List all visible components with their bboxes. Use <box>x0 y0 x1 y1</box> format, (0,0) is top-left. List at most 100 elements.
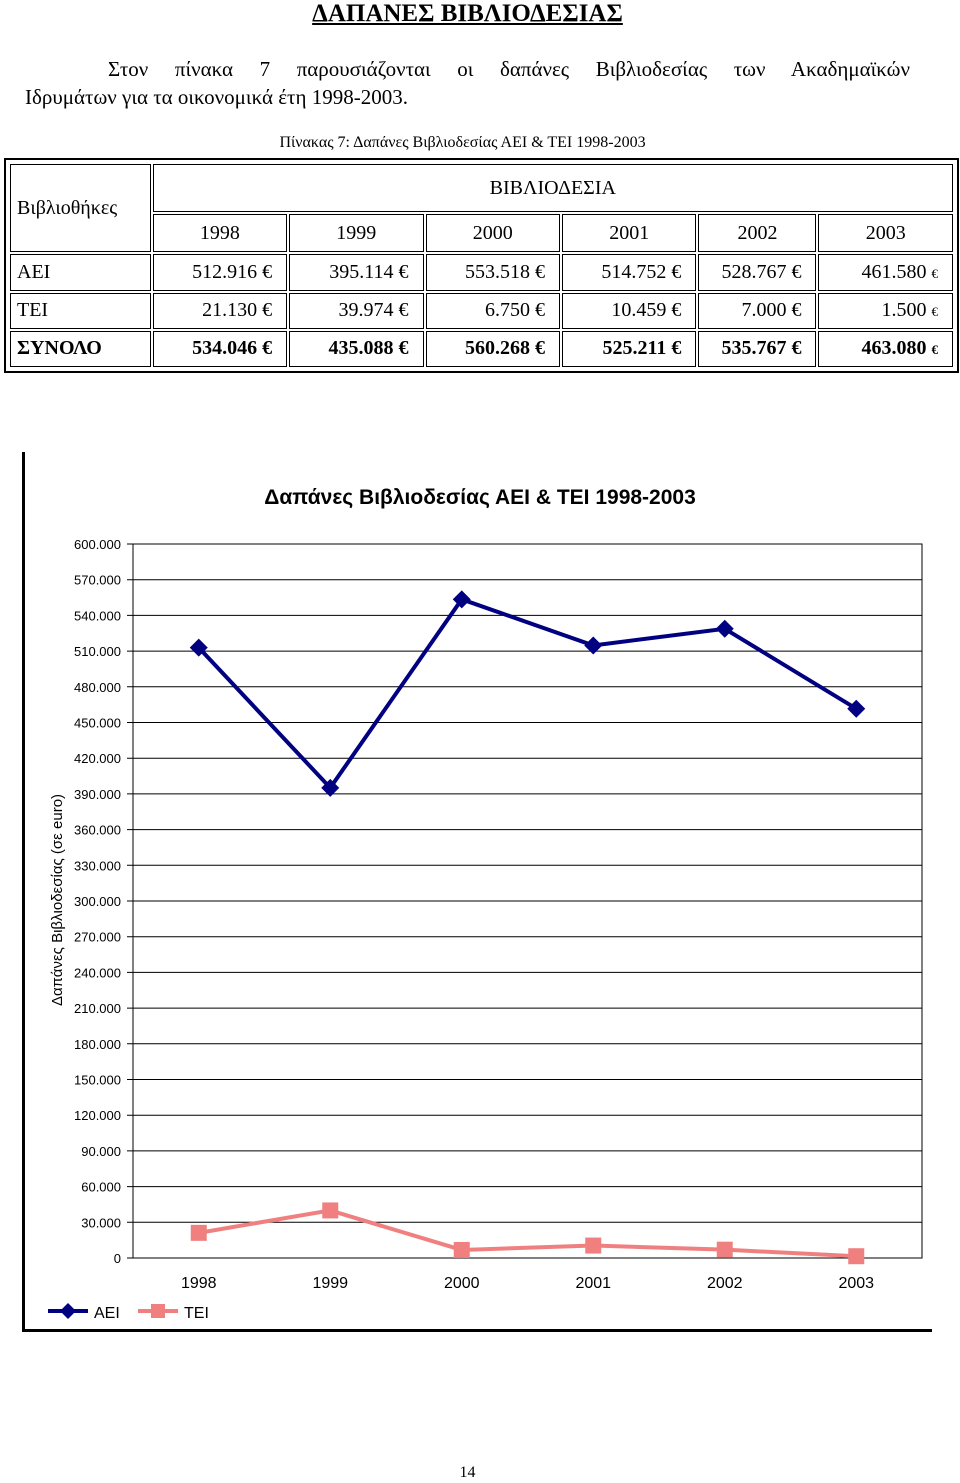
x-tick-label: 2002 <box>707 1275 743 1292</box>
table-cell: 1.500 € <box>818 292 953 329</box>
legend-label: ΤΕΙ <box>184 1305 209 1322</box>
row-header-title: Βιβλιοθήκες <box>10 164 151 253</box>
data-point <box>584 636 603 655</box>
year-header: 2002 <box>698 214 817 253</box>
x-tick-labels: 1998 1999 2000 2001 2002 2003 <box>181 1275 874 1292</box>
legend: ΑΕΙ ΤΕΙ <box>48 1303 209 1322</box>
y-tick-label: 600.000 <box>74 537 121 552</box>
series-line <box>198 1208 857 1259</box>
year-header: 1998 <box>152 214 288 253</box>
year-header-row: 1998 1999 2000 2001 2002 2003 <box>10 214 953 253</box>
euro-sign: € <box>931 342 939 358</box>
table-cell: 560.268 € <box>425 330 560 367</box>
data-point <box>848 1248 865 1265</box>
table-cell: 10.459 € <box>561 292 697 329</box>
data-point <box>847 699 866 718</box>
y-tick-label: 60.000 <box>81 1180 121 1195</box>
euro-sign: € <box>931 304 939 320</box>
plot-area-border <box>132 543 923 1259</box>
data-point <box>321 778 340 797</box>
table-row: ΑΕΙ 512.916 € 395.114 € 553.518 € 514.75… <box>10 254 953 291</box>
cell-value: 463.080 <box>861 337 927 360</box>
y-tick-label: 390.000 <box>74 787 121 802</box>
table-cell: 535.767 € <box>698 330 817 367</box>
y-tick-label: 510.000 <box>74 644 121 659</box>
expenses-table: Βιβλιοθήκες ΒΙΒΛΙΟΔΕΣΙΑ 1998 1999 2000 2… <box>8 162 955 369</box>
intro-line-2: Ιδρυμάτων για τα οικονομικά έτη 1998-200… <box>25 85 408 109</box>
grid-layer <box>127 543 923 1259</box>
y-tick-label: 540.000 <box>74 608 121 623</box>
y-tick-label: 30.000 <box>81 1215 121 1230</box>
table-caption: Πίνακας 7: Δαπάνες Βιβλιοδεσίας ΑΕΙ & ΤΕ… <box>279 134 646 151</box>
y-tick-label: 0 <box>114 1251 121 1266</box>
table-cell: 7.000 € <box>698 292 817 329</box>
y-tick-label: 450.000 <box>74 716 121 731</box>
y-tick-label: 120.000 <box>74 1108 121 1123</box>
cell-value: 1.500 <box>881 299 927 322</box>
table-cell: 395.114 € <box>289 254 424 291</box>
year-header: 1999 <box>289 214 424 253</box>
table-cell: 435.088 € <box>289 330 424 367</box>
y-tick-label: 210.000 <box>74 1001 121 1016</box>
cell-value: 461.580 <box>861 261 927 283</box>
year-header: 2003 <box>818 214 953 253</box>
y-tick-label: 240.000 <box>74 965 121 980</box>
table-cell: 39.974 € <box>289 292 424 329</box>
year-header: 2001 <box>561 214 697 253</box>
page-number: 14 <box>459 1464 476 1481</box>
legend-label: ΑΕΙ <box>94 1305 120 1322</box>
table-cell: 463.080 € <box>818 330 953 367</box>
y-tick-label: 360.000 <box>74 823 121 838</box>
y-tick-label: 180.000 <box>74 1037 121 1052</box>
y-tick-label: 90.000 <box>81 1144 121 1159</box>
intro-paragraph: Στον πίνακα 7 παρουσιάζονται οι δαπάνες … <box>25 55 910 111</box>
y-tick-label: 570.000 <box>74 573 121 588</box>
data-point <box>322 1202 339 1219</box>
data-point <box>715 619 734 638</box>
series-layer <box>189 590 866 1265</box>
intro-line-1: Στον πίνακα 7 παρουσιάζονται οι δαπάνες … <box>108 57 910 81</box>
data-point <box>190 1224 207 1241</box>
row-label: ΣΥΝΟΛΟ <box>10 330 151 367</box>
data-point <box>189 638 208 657</box>
x-tick-label: 2000 <box>444 1275 480 1292</box>
table-cell: 512.916 € <box>152 254 288 291</box>
x-tick-label: 2003 <box>838 1275 874 1292</box>
table-cell: 21.130 € <box>152 292 288 329</box>
y-tick-label: 270.000 <box>74 930 121 945</box>
y-tick-label: 150.000 <box>74 1073 121 1088</box>
table-cell: 6.750 € <box>425 292 560 329</box>
y-tick-label: 420.000 <box>74 751 121 766</box>
row-label: ΑΕΙ <box>10 254 151 291</box>
table-row-total: ΣΥΝΟΛΟ 534.046 € 435.088 € 560.268 € 525… <box>10 330 953 367</box>
x-tick-label: 1999 <box>312 1275 348 1292</box>
y-tick-label: 300.000 <box>74 894 121 909</box>
data-point <box>453 1241 470 1258</box>
table-row: ΤΕΙ 21.130 € 39.974 € 6.750 € 10.459 € 7… <box>10 292 953 329</box>
x-tick-label: 1998 <box>181 1275 217 1292</box>
page-heading: ΔΑΠΑΝΕΣ ΒΙΒΛΙΟΔΕΣΙΑΣ <box>312 0 623 27</box>
y-tick-label: 330.000 <box>74 858 121 873</box>
group-header: ΒΙΒΛΙΟΔΕΣΙΑ <box>152 164 953 213</box>
legend-marker <box>151 1304 165 1318</box>
row-label: ΤΕΙ <box>10 292 151 329</box>
table-cell: 528.767 € <box>698 254 817 291</box>
y-tick-label: 480.000 <box>74 680 121 695</box>
year-header: 2000 <box>425 214 560 253</box>
series-line <box>197 596 858 791</box>
data-point <box>585 1237 602 1254</box>
data-point <box>452 590 471 609</box>
table-cell: 514.752 € <box>561 254 697 291</box>
expenses-table-frame: Βιβλιοθήκες ΒΙΒΛΙΟΔΕΣΙΑ 1998 1999 2000 2… <box>4 158 959 373</box>
data-point <box>716 1241 733 1258</box>
x-tick-label: 2001 <box>575 1275 611 1292</box>
y-axis-label: Δαπάνες Βιβλιοδεσίας (σε euro) <box>49 794 66 1006</box>
line-chart: Δαπάνες Βιβλιοδεσίας ΑΕΙ & ΤΕΙ 1998-2003… <box>48 486 923 1322</box>
legend-marker <box>60 1303 76 1319</box>
table-cell: 534.046 € <box>152 330 288 367</box>
chart-title: Δαπάνες Βιβλιοδεσίας ΑΕΙ & ΤΕΙ 1998-2003 <box>264 486 696 509</box>
chart-frame <box>22 452 932 1332</box>
table-cell: 461.580 € <box>818 254 953 291</box>
table-cell: 525.211 € <box>561 330 697 367</box>
euro-sign: € <box>931 266 939 281</box>
